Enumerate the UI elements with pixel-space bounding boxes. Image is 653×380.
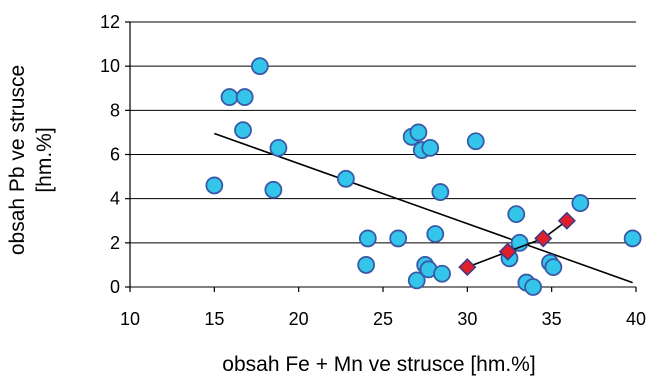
data-point: [269, 138, 288, 157]
y-tick-label: 12: [100, 12, 120, 32]
y-tick-label: 8: [110, 100, 120, 120]
grid-lines: [130, 21, 636, 288]
data-point: [235, 88, 254, 106]
x-axis-title: obsah Fe + Mn ve strusce [hm.%]: [222, 353, 535, 376]
data-point: [336, 169, 355, 188]
data-point: [205, 176, 224, 195]
data-point: [507, 205, 526, 224]
data-point: [571, 194, 590, 212]
x-tick-label: 40: [626, 309, 646, 329]
x-tick-label: 20: [289, 309, 309, 329]
data-point-diamond: [557, 211, 576, 230]
series-1: [205, 57, 642, 296]
x-tick-labels: 10 15 20 25 30 35 40: [120, 309, 646, 329]
x-tick-label: 25: [373, 309, 393, 329]
data-point: [357, 256, 376, 274]
data-point: [358, 229, 377, 248]
axes: [125, 21, 637, 292]
series-2: [458, 211, 576, 277]
y-axis-title-line-2: [hm.%]: [33, 127, 56, 192]
y-tick-label: 6: [110, 145, 120, 165]
data-point: [433, 264, 451, 283]
x-tick-label: 30: [457, 309, 477, 329]
data-point-diamond: [534, 229, 553, 248]
trendline-layer: [214, 132, 633, 284]
data-point: [250, 57, 269, 76]
y-axis-title-line-1: obsah Pb ve strusce: [6, 65, 29, 255]
x-tick-label: 35: [542, 309, 562, 329]
data-point: [510, 233, 529, 252]
data-point: [234, 121, 252, 140]
x-tick-label: 15: [204, 309, 224, 329]
x-tick-label: 10: [120, 309, 140, 329]
data-point-diamond: [498, 242, 517, 261]
data-point: [623, 229, 642, 248]
y-tick-label: 0: [110, 277, 120, 297]
data-point: [466, 132, 485, 151]
data-point: [421, 138, 440, 157]
y-tick-label: 10: [100, 56, 120, 76]
data-point: [431, 183, 450, 201]
trendline: [214, 132, 633, 284]
y-tick-label: 4: [110, 189, 120, 209]
data-point-diamond: [458, 258, 477, 277]
data-point: [264, 180, 283, 199]
data-point: [389, 229, 408, 248]
data-point: [524, 278, 543, 296]
data-series: [205, 57, 642, 296]
y-axis-title: obsah Pb ve strusce [hm.%]: [6, 65, 56, 255]
y-tick-label: 2: [110, 233, 120, 253]
y-tick-labels: 0 2 4 6 8 10 12: [100, 12, 120, 297]
data-point: [409, 123, 428, 142]
series-line: [467, 220, 568, 268]
data-point: [220, 88, 239, 106]
data-point: [407, 271, 426, 290]
data-point: [426, 225, 445, 243]
data-point: [544, 258, 563, 277]
